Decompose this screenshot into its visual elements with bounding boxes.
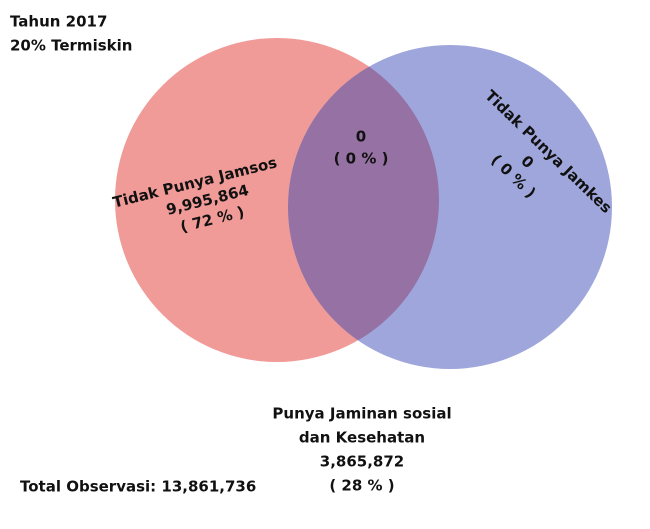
group: 20% Termiskin [10,37,132,55]
outside-line2: dan Kesehatan [299,429,425,447]
overlap-count: 0 [356,128,366,146]
overlap-percent: ( 0 % ) [334,150,389,168]
outside-count: 3,865,872 [320,453,404,471]
total: Total Observasi: 13,861,736 [20,478,256,496]
outside-percent: ( 28 % ) [329,477,394,495]
outside-line1: Punya Jaminan sosial [272,405,451,423]
set-overlap [288,45,439,362]
year: Tahun 2017 [10,13,107,31]
